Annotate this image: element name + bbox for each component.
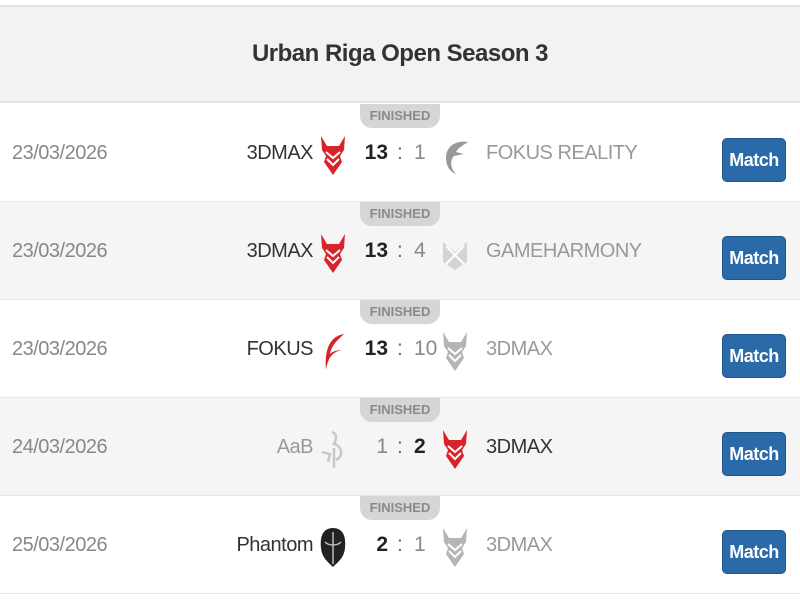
gameharmony-logo-icon xyxy=(440,232,470,274)
team2-name[interactable]: 3DMAX xyxy=(486,338,553,360)
match-date: 25/03/2026 xyxy=(12,534,108,556)
score-separator: : xyxy=(397,337,403,360)
tournament-header: Urban Riga Open Season 3 xyxy=(0,5,800,103)
status-badge: FINISHED xyxy=(360,202,440,226)
3dmax-logo-icon xyxy=(318,134,348,176)
status-badge: FINISHED xyxy=(360,398,440,422)
match-date: 23/03/2026 xyxy=(12,142,108,164)
3dmax-logo-icon xyxy=(440,330,470,372)
team2-score: 4 xyxy=(414,239,426,262)
3dmax-logo-icon xyxy=(440,428,470,470)
fokus-logo-icon xyxy=(440,134,470,176)
3dmax-logo-icon xyxy=(440,526,470,568)
team2-score: 1 xyxy=(414,533,426,556)
match-row: FINISHED 23/03/2026 3DMAX 13 : 1 FOKUS R… xyxy=(0,104,800,202)
team2-name[interactable]: 3DMAX xyxy=(486,534,553,556)
match-date: 23/03/2026 xyxy=(12,338,108,360)
team1-name[interactable]: Phantom xyxy=(236,534,313,556)
tournament-title: Urban Riga Open Season 3 xyxy=(251,40,549,67)
match-button[interactable]: Match xyxy=(722,236,786,280)
status-badge: FINISHED xyxy=(360,300,440,324)
team1-score: 13 xyxy=(364,337,388,360)
fokus-logo-icon xyxy=(318,330,348,372)
match-button[interactable]: Match xyxy=(722,334,786,378)
team1-name[interactable]: FOKUS xyxy=(246,338,314,360)
team2-score: 2 xyxy=(414,435,426,458)
team2-name[interactable]: GAMEHARMONY xyxy=(486,240,642,262)
aab-logo-icon xyxy=(318,428,348,470)
match-row: FINISHED 24/03/2026 AaB 1 : 2 3DMAX Matc… xyxy=(0,398,800,496)
match-row: FINISHED 23/03/2026 FOKUS 13 : 10 3DMAX … xyxy=(0,300,800,398)
team1-score: 13 xyxy=(364,239,388,262)
score-separator: : xyxy=(397,141,403,164)
match-button[interactable]: Match xyxy=(722,530,786,574)
team1-score: 1 xyxy=(376,435,388,458)
score-separator: : xyxy=(397,533,403,556)
score-separator: : xyxy=(397,435,403,458)
match-date: 23/03/2026 xyxy=(12,240,108,262)
team1-name[interactable]: 3DMAX xyxy=(246,142,314,164)
score-separator: : xyxy=(397,239,403,262)
match-button[interactable]: Match xyxy=(722,432,786,476)
match-row: FINISHED 25/03/2026 Phantom 2 : 1 3DMAX … xyxy=(0,496,800,594)
team1-name[interactable]: 3DMAX xyxy=(246,240,314,262)
match-button[interactable]: Match xyxy=(722,138,786,182)
phantom-logo-icon xyxy=(318,526,348,568)
status-badge: FINISHED xyxy=(360,104,440,128)
match-date: 24/03/2026 xyxy=(12,436,108,458)
team1-score: 2 xyxy=(376,533,388,556)
match-row: FINISHED 23/03/2026 3DMAX 13 : 4 GAMEHAR… xyxy=(0,202,800,300)
team1-name[interactable]: AaB xyxy=(276,436,314,458)
team2-name[interactable]: 3DMAX xyxy=(486,436,553,458)
team1-score: 13 xyxy=(364,141,388,164)
3dmax-logo-icon xyxy=(318,232,348,274)
team2-score: 1 xyxy=(414,141,426,164)
team2-name[interactable]: FOKUS REALITY xyxy=(486,142,638,164)
status-badge: FINISHED xyxy=(360,496,440,520)
team2-score: 10 xyxy=(414,337,438,360)
